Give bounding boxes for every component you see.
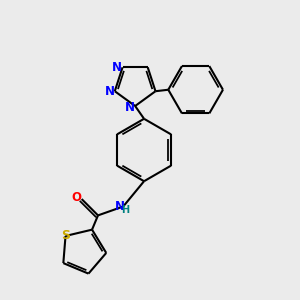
Text: N: N: [112, 61, 122, 74]
Text: S: S: [61, 230, 70, 242]
Text: N: N: [115, 200, 125, 213]
Text: O: O: [71, 191, 81, 204]
Text: N: N: [125, 101, 135, 114]
Text: H: H: [122, 205, 130, 215]
Text: N: N: [104, 85, 114, 98]
